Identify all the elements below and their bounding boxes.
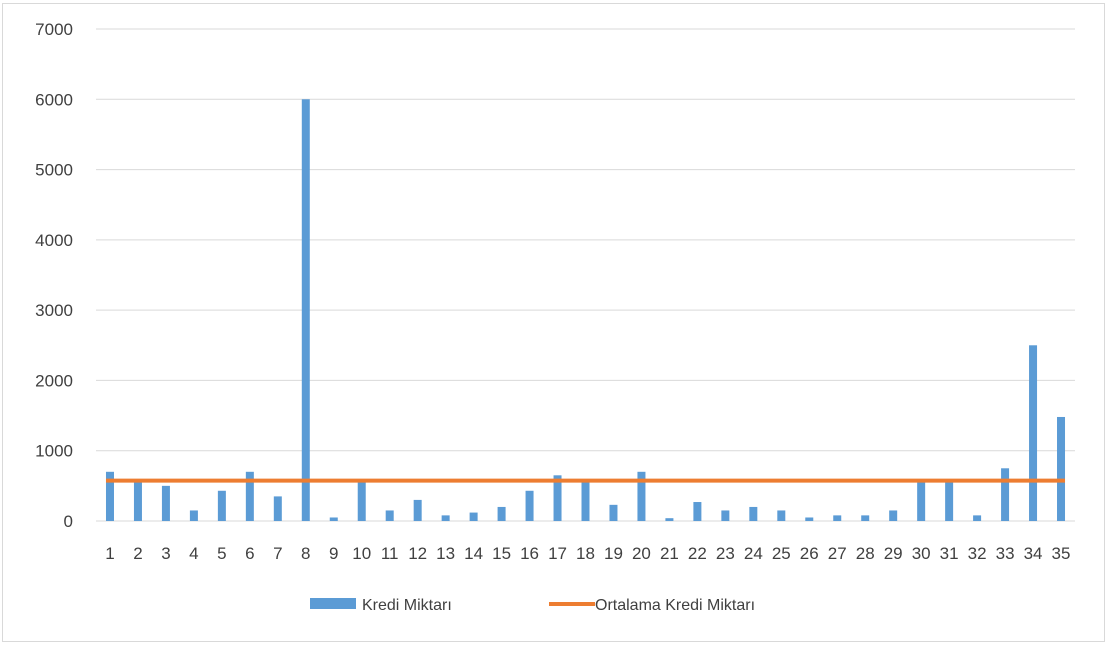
x-tick-label: 15 (492, 544, 511, 563)
x-tick-label: 17 (548, 544, 567, 563)
x-tick-label: 7 (273, 544, 282, 563)
legend-label-line: Ortalama Kredi Miktarı (595, 597, 755, 614)
y-tick-label: 5000 (35, 161, 73, 180)
x-tick-label: 18 (576, 544, 595, 563)
x-tick-label: 35 (1052, 544, 1071, 563)
bar (357, 480, 366, 521)
bar (385, 510, 394, 521)
bar (217, 490, 226, 521)
x-tick-label: 4 (189, 544, 198, 563)
bar (273, 496, 282, 521)
bar (245, 471, 254, 521)
x-tick-label: 30 (912, 544, 931, 563)
bar (413, 499, 422, 521)
bar (721, 510, 730, 521)
bar (441, 515, 450, 521)
bar (805, 517, 814, 521)
bar (945, 481, 954, 521)
x-tick-label: 9 (329, 544, 338, 563)
bar (553, 475, 562, 521)
bar (693, 502, 702, 521)
legend-swatch-bar (310, 598, 356, 609)
bar (133, 481, 142, 521)
bar (861, 515, 870, 521)
x-axis-ticks: 1 2 3 4 5 6 7 8 9 10 11 12 13 14 15 16 17 18 19 20 21 22 23 24 2… (105, 544, 1070, 563)
x-tick-label: 27 (828, 544, 847, 563)
x-tick-label: 10 (352, 544, 371, 563)
x-tick-label: 24 (744, 544, 763, 563)
legend: Kredi Miktarı Ortalama Kredi Miktarı (310, 597, 755, 614)
x-tick-label: 33 (996, 544, 1015, 563)
x-tick-label: 23 (716, 544, 735, 563)
y-tick-label: 0 (64, 512, 73, 531)
x-tick-label: 20 (632, 544, 651, 563)
x-tick-label: 21 (660, 544, 679, 563)
bar (749, 506, 758, 521)
bar (469, 512, 478, 521)
x-tick-label: 6 (245, 544, 254, 563)
y-tick-label: 6000 (35, 90, 73, 109)
bar (1001, 468, 1010, 521)
bar (105, 471, 114, 521)
x-tick-label: 32 (968, 544, 987, 563)
x-tick-label: 22 (688, 544, 707, 563)
y-tick-label: 1000 (35, 442, 73, 461)
x-tick-label: 16 (520, 544, 539, 563)
x-tick-label: 34 (1024, 544, 1043, 563)
bar (973, 515, 982, 521)
bar (329, 517, 338, 521)
bar (609, 504, 618, 521)
bar (637, 471, 646, 521)
chart-frame (2, 3, 1105, 642)
y-tick-label: 7000 (35, 20, 73, 39)
x-tick-label: 13 (436, 544, 455, 563)
x-tick-label: 2 (133, 544, 142, 563)
x-tick-label: 31 (940, 544, 959, 563)
x-tick-label: 14 (464, 544, 483, 563)
y-tick-label: 3000 (35, 301, 73, 320)
bar (497, 506, 506, 521)
x-tick-label: 3 (161, 544, 170, 563)
legend-label-bar: Kredi Miktarı (362, 597, 452, 614)
bar (917, 481, 926, 521)
bars (105, 99, 1066, 522)
bar (161, 485, 170, 521)
x-tick-label: 25 (772, 544, 791, 563)
x-tick-label: 29 (884, 544, 903, 563)
bar (889, 510, 898, 521)
bar (189, 510, 198, 521)
x-tick-label: 12 (408, 544, 427, 563)
bar (1029, 345, 1038, 521)
grid-lines (96, 28, 1075, 522)
bar (525, 490, 534, 521)
bar (1057, 416, 1066, 521)
x-tick-label: 19 (604, 544, 623, 563)
x-tick-label: 28 (856, 544, 875, 563)
x-tick-label: 8 (301, 544, 310, 563)
y-tick-label: 2000 (35, 371, 73, 390)
bar (301, 99, 310, 522)
bar (665, 518, 674, 521)
x-tick-label: 11 (381, 544, 399, 563)
bar (833, 515, 842, 521)
x-tick-label: 1 (105, 544, 114, 563)
x-tick-label: 26 (800, 544, 819, 563)
y-tick-label: 4000 (35, 231, 73, 250)
y-axis-ticks: 0 1000 2000 3000 4000 5000 6000 7000 (35, 20, 73, 531)
bar (777, 510, 786, 521)
x-tick-label: 5 (217, 544, 226, 563)
bar (581, 480, 590, 521)
